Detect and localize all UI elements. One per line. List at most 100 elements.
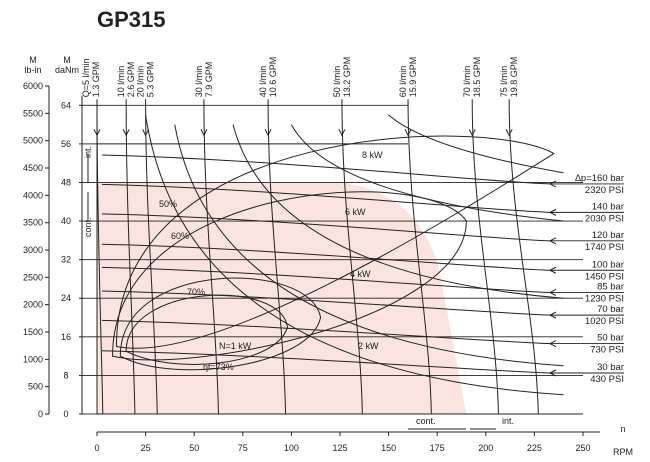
left-axis-label-2: lb-in xyxy=(24,65,41,75)
left-axis-label-1: M xyxy=(29,55,37,65)
left-axis-tick-label: 1000 xyxy=(23,354,43,364)
flow-label-gpm: 13.2 GPM xyxy=(342,57,352,98)
flow-curve xyxy=(145,99,158,415)
flow-label-lpm: 50 l/min xyxy=(332,66,342,98)
pressure-label-psi: 1020 PSI xyxy=(585,316,624,327)
flow-curve xyxy=(96,99,104,415)
pressure-curve xyxy=(101,183,550,213)
flow-label-gpm: 7.9 GPM xyxy=(204,62,214,98)
left-axis-tick-label: 500 xyxy=(28,382,43,392)
efficiency-label-60: 60% xyxy=(171,231,189,241)
left-axis-tick-label: 5500 xyxy=(23,108,43,118)
power-label-2kw: 2 kW xyxy=(358,341,379,351)
x-axis-tick-label: 100 xyxy=(284,443,299,453)
inner-axis-tick-label: 48 xyxy=(61,177,71,187)
pressure-label-psi: 2320 PSI xyxy=(585,185,624,196)
pressure-curve xyxy=(101,290,550,316)
pressure-label-bar: 140 bar xyxy=(592,201,624,212)
flow-label-gpm: 19.8 GPM xyxy=(509,57,519,98)
flow-label-gpm: 18.5 GPM xyxy=(472,57,482,98)
x-axis-tick-label: 175 xyxy=(430,443,445,453)
pressure-label-bar: 50 bar xyxy=(597,333,624,344)
flow-arrow xyxy=(338,129,346,137)
x-axis-tick-label: 0 xyxy=(94,443,99,453)
pressure-label-psi: 2030 PSI xyxy=(585,213,624,224)
efficiency-label-70: 70% xyxy=(187,287,205,297)
flow-arrow xyxy=(404,129,412,137)
flow-curve xyxy=(125,99,136,415)
flow-label-lpm: 60 l/min xyxy=(398,66,408,98)
inner-axis-label-1: M xyxy=(63,55,71,65)
pressure-label-psi: 1450 PSI xyxy=(585,271,624,282)
power-label-4kw: 4 kW xyxy=(350,269,371,279)
power-label-8kw: 8 kW xyxy=(362,150,383,160)
pressure-label-bar: 120 bar xyxy=(592,230,624,241)
flow-label-lpm: 20 l/min xyxy=(136,66,146,98)
pressure-label-bar: 30 bar xyxy=(597,362,624,373)
inner-axis-tick-label: 32 xyxy=(61,255,71,265)
left-axis-tick-label: 2000 xyxy=(23,300,43,310)
power-curve xyxy=(174,124,564,367)
flow-label-lpm: 40 l/min xyxy=(258,66,268,98)
flow-arrow xyxy=(200,129,208,137)
pressure-label-bar: 70 bar xyxy=(597,304,624,315)
flow-arrow xyxy=(93,129,101,137)
x-axis-tick-label: 250 xyxy=(575,443,590,453)
left-axis-tick-label: 4000 xyxy=(23,190,43,200)
pressure-curve xyxy=(101,154,550,185)
x-axis-tick-label: 75 xyxy=(238,443,248,453)
cont-bottom-label: cont. xyxy=(416,416,436,426)
pressure-arrow xyxy=(548,311,557,319)
left-axis-tick-label: 3000 xyxy=(23,245,43,255)
flow-curve xyxy=(471,99,499,415)
x-axis-tick-label: 200 xyxy=(478,443,493,453)
pressure-label-bar: 100 bar xyxy=(592,259,624,270)
efficiency-label-50: 50% xyxy=(159,199,177,209)
pressure-label-psi: 430 PSI xyxy=(590,374,624,385)
inner-axis-tick-label: 24 xyxy=(61,293,71,303)
pressure-curve xyxy=(101,266,550,293)
inner-axis-label-2: daNm xyxy=(55,65,79,75)
left-axis-tick-label: 5000 xyxy=(23,136,43,146)
flow-curve xyxy=(267,99,287,415)
flow-curve xyxy=(508,99,539,415)
pressure-arrow xyxy=(548,340,557,348)
flow-label-lpm: 75 l/min xyxy=(499,66,509,98)
cont-vertical-label: cont. xyxy=(83,217,93,237)
inner-axis-tick-label: 0 xyxy=(63,409,68,419)
left-axis-tick-label: 2500 xyxy=(23,272,43,282)
x-axis-tick-label: 25 xyxy=(141,443,151,453)
pressure-curve xyxy=(101,213,550,242)
left-axis-tick-label: 1500 xyxy=(23,327,43,337)
flow-curve xyxy=(203,99,219,415)
efficiency-loop xyxy=(112,191,467,361)
flow-label-lpm: 30 l/min xyxy=(194,66,204,98)
flow-arrow xyxy=(468,129,476,137)
inner-axis-tick-label: 40 xyxy=(61,216,71,226)
efficiency-loop xyxy=(119,277,322,371)
flow-arrow xyxy=(264,129,272,137)
x-axis-label-2: RPM xyxy=(613,447,633,457)
flow-label-gpm: 5.3 GPM xyxy=(146,62,156,98)
flow-label-lpm: Q=5 l/min xyxy=(81,59,91,98)
inner-axis-tick-label: 8 xyxy=(63,370,68,380)
efficiency-loop xyxy=(115,135,555,349)
flow-label-gpm: 10.6 GPM xyxy=(268,57,278,98)
pressure-arrow xyxy=(548,288,557,296)
inner-axis-tick-label: 56 xyxy=(61,139,71,149)
pressure-curve xyxy=(101,243,550,271)
pressure-arrow xyxy=(548,208,557,216)
flow-label-gpm: 1.3 GPM xyxy=(91,62,101,98)
pressure-label-psi: 1230 PSI xyxy=(585,293,624,304)
pressure-arrow xyxy=(548,180,557,188)
x-axis-tick-label: 50 xyxy=(189,443,199,453)
pressure-label-bar: 85 bar xyxy=(597,281,624,292)
pressure-arrow xyxy=(548,237,557,245)
efficiency-label-73: ηt=73% xyxy=(203,362,234,372)
flow-arrow xyxy=(142,129,150,137)
x-axis-tick-label: 225 xyxy=(527,443,542,453)
left-axis-tick-label: 0 xyxy=(38,409,43,419)
x-axis-tick-label: 150 xyxy=(381,443,396,453)
int-bottom-label: int. xyxy=(502,416,514,426)
